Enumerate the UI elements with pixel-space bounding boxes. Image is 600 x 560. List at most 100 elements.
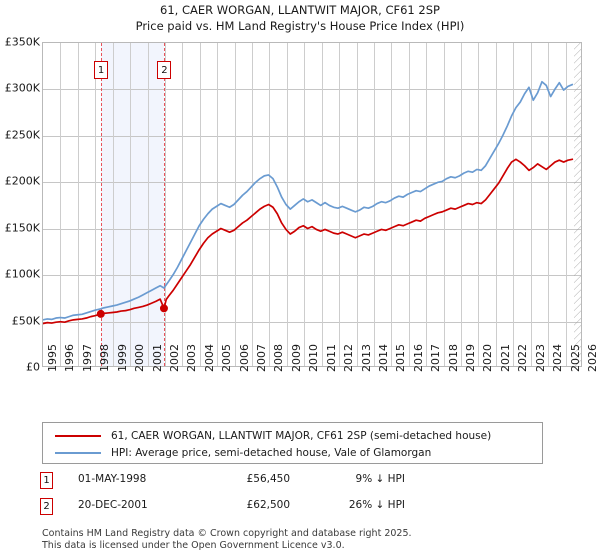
x-axis-tick-label: 2019 [464, 344, 478, 372]
y-axis-tick-label: £300K [4, 81, 40, 95]
y-axis-tick-label: £100K [4, 267, 40, 281]
transaction-price-1: £56,450 [246, 473, 290, 485]
gridline-vertical [164, 43, 166, 366]
gridline-vertical [234, 43, 236, 366]
x-axis-tick-label: 2009 [289, 344, 303, 372]
gridline-horizontal [43, 89, 581, 91]
gridline-vertical [217, 43, 219, 366]
gridline-vertical [252, 43, 254, 366]
x-axis-tick-label: 2022 [516, 344, 530, 372]
transaction-hpi-delta-2: 26% ↓ HPI [348, 499, 405, 511]
x-axis-tick-label: 2013 [359, 344, 373, 372]
gridline-vertical [391, 43, 393, 366]
x-axis-tick-label: 2016 [411, 344, 425, 372]
x-axis-tick-label: 1997 [80, 344, 94, 372]
x-axis-tick-label: 1999 [115, 344, 129, 372]
gridline-vertical [408, 43, 410, 366]
legend-item-hpi: HPI: Average price, semi-detached house,… [43, 444, 542, 461]
gridline-vertical [443, 43, 445, 366]
transactions-table: 1 01-MAY-1998 £56,450 9% ↓ HPI 2 20-DEC-… [40, 472, 460, 524]
y-axis-tick-label: £150K [4, 221, 40, 235]
gridline-horizontal [43, 275, 581, 277]
gridline-vertical [304, 43, 306, 366]
x-axis-tick-label: 2017 [429, 344, 443, 372]
x-axis-tick-label: 2010 [307, 344, 321, 372]
gridline-vertical [513, 43, 515, 366]
sale-point-marker-2 [159, 304, 168, 313]
table-row: 1 01-MAY-1998 £56,450 9% ↓ HPI [40, 472, 460, 498]
transaction-index-badge-1: 1 [40, 472, 53, 489]
sale-marker-badge-2: 2 [157, 61, 172, 79]
chart-legend: 61, CAER WORGAN, LLANTWIT MAJOR, CF61 2S… [42, 422, 543, 464]
gridline-vertical [199, 43, 201, 366]
y-axis-tick-label: £200K [4, 174, 40, 188]
gridline-vertical [182, 43, 184, 366]
x-axis-tick-label: 2003 [185, 344, 199, 372]
y-axis-tick-label: £0 [26, 360, 40, 374]
y-axis-tick-label: £50K [11, 314, 40, 328]
legend-item-price-paid: 61, CAER WORGAN, LLANTWIT MAJOR, CF61 2S… [43, 427, 542, 444]
gridline-vertical [461, 43, 463, 366]
transaction-date-1: 01-MAY-1998 [78, 473, 147, 485]
transaction-date-2: 20-DEC-2001 [78, 499, 148, 511]
x-axis-tick-label: 1995 [46, 344, 59, 372]
legend-swatch-hpi [55, 451, 101, 454]
gridline-vertical [286, 43, 288, 366]
series-line [43, 82, 572, 320]
y-axis-tick-label: £350K [4, 35, 40, 49]
y-axis-tick-label: £250K [4, 128, 40, 142]
x-axis-tick-label: 2020 [481, 344, 495, 372]
gridline-vertical [112, 43, 114, 366]
x-axis-tick-label: 1998 [98, 344, 112, 372]
gridline-vertical [478, 43, 480, 366]
future-hatch-region [574, 43, 581, 366]
gridline-vertical [530, 43, 532, 366]
table-row: 2 20-DEC-2001 £62,500 26% ↓ HPI [40, 498, 460, 524]
x-axis-tick-label: 2014 [376, 344, 390, 372]
footer-line-2: This data is licensed under the Open Gov… [42, 539, 345, 551]
x-axis-tick-label: 2024 [551, 344, 565, 372]
gridline-vertical [77, 43, 79, 366]
chart-title-block: 61, CAER WORGAN, LLANTWIT MAJOR, CF61 2S… [0, 2, 600, 34]
legend-label-hpi: HPI: Average price, semi-detached house,… [111, 446, 432, 459]
x-axis-tick-label: 2026 [586, 344, 599, 372]
gridline-vertical [95, 43, 97, 366]
x-axis-tick-label: 2006 [237, 344, 251, 372]
gridline-vertical [147, 43, 149, 366]
gridline-vertical [565, 43, 567, 366]
x-axis-tick-label: 2005 [220, 344, 234, 372]
x-axis-tick-label: 2004 [202, 344, 216, 372]
sale-point-marker-1 [96, 309, 105, 318]
x-axis-tick-label: 2011 [324, 344, 338, 372]
gridline-vertical [130, 43, 132, 366]
x-axis-tick-label: 2001 [150, 344, 164, 372]
gridline-vertical [548, 43, 550, 366]
gridline-vertical [495, 43, 497, 366]
gridline-horizontal [43, 182, 581, 184]
y-axis-labels: £0 £50K £100K £150K £200K £250K £300K £350K [0, 0, 40, 560]
copyright-footer: Contains HM Land Registry data © Crown c… [42, 528, 582, 551]
sale-marker-line-2 [164, 43, 166, 366]
gridline-horizontal [43, 228, 581, 230]
x-axis-tick-label: 2007 [255, 344, 269, 372]
legend-swatch-price-paid [55, 434, 101, 437]
page-title: 61, CAER WORGAN, LLANTWIT MAJOR, CF61 2S… [160, 3, 440, 17]
x-axis-tick-label: 2012 [342, 344, 356, 372]
x-axis-tick-label: 2000 [133, 344, 147, 372]
x-axis-tick-label: 2023 [533, 344, 547, 372]
transaction-hpi-delta-1: 9% ↓ HPI [355, 473, 405, 485]
gridline-vertical [356, 43, 358, 366]
gridline-horizontal [43, 321, 581, 323]
page-subtitle: Price paid vs. HM Land Registry's House … [135, 19, 465, 33]
gridline-vertical [60, 43, 62, 366]
x-axis-tick-label: 2025 [568, 344, 582, 372]
sale-marker-badge-1: 1 [94, 61, 108, 79]
x-axis-tick-label: 2008 [272, 344, 286, 372]
gridline-vertical [339, 43, 341, 366]
gridline-horizontal [43, 135, 581, 137]
x-axis-tick-label: 2021 [498, 344, 512, 372]
x-axis-tick-label: 1996 [63, 344, 77, 372]
series-lines [43, 43, 581, 366]
